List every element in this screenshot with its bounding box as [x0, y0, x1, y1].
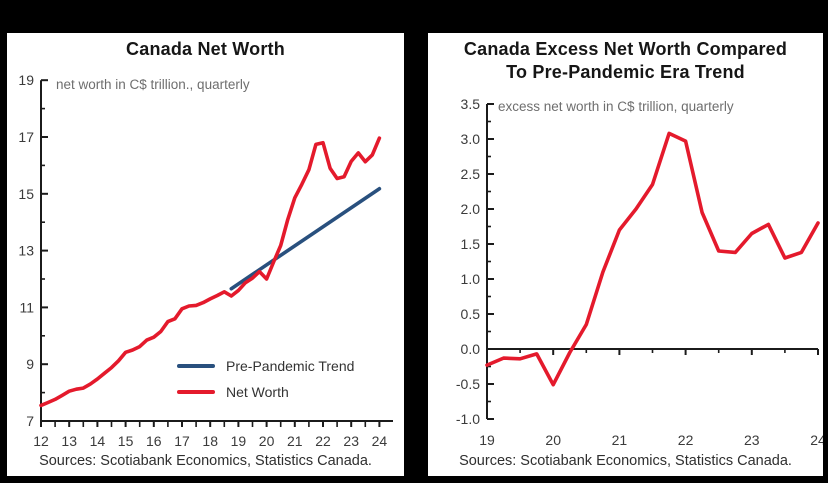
svg-text:1.0: 1.0: [461, 271, 481, 287]
svg-text:22: 22: [315, 433, 331, 449]
chart-title-line: Canada Excess Net Worth Compared: [463, 39, 788, 59]
chart-divider-bar: [404, 33, 428, 483]
svg-text:22: 22: [678, 432, 694, 448]
chart-title-line: To Pre-Pandemic Era Trend: [506, 62, 745, 82]
svg-text:12: 12: [33, 433, 49, 449]
svg-text:21: 21: [287, 433, 303, 449]
right-frame-bar: [823, 33, 828, 483]
svg-text:15: 15: [118, 433, 134, 449]
svg-text:20: 20: [259, 433, 275, 449]
svg-text:-1.0: -1.0: [456, 411, 480, 427]
svg-text:16: 16: [146, 433, 162, 449]
excess-net-worth-chart: Canada Excess Net Worth Compared To Pre-…: [428, 33, 823, 476]
svg-text:3.0: 3.0: [461, 131, 481, 147]
svg-text:0.5: 0.5: [461, 306, 481, 322]
svg-text:-0.5: -0.5: [456, 376, 480, 392]
svg-text:24: 24: [810, 432, 823, 448]
sources-note: Sources: Scotiabank Economics, Statistic…: [39, 453, 372, 469]
svg-text:2.0: 2.0: [461, 201, 481, 217]
svg-text:13: 13: [61, 433, 77, 449]
chart-title: Canada Excess Net Worth Compared To Pre-…: [428, 38, 823, 84]
net-worth-chart: Canada Net Worth net worth in C$ trillio…: [7, 33, 404, 476]
svg-text:9: 9: [26, 356, 34, 372]
excess-net-worth-plot: 3.5 3.0 2.5 2.0 1.5 1.0 0.5 0.0 -0.5 -1.0 19 20 21 22…: [456, 96, 823, 448]
svg-text:0.0: 0.0: [461, 341, 481, 357]
svg-text:18: 18: [202, 433, 218, 449]
trend-line-swatch: [177, 364, 215, 368]
svg-text:11: 11: [19, 299, 34, 315]
top-frame-bar: [0, 0, 828, 33]
svg-text:23: 23: [343, 433, 359, 449]
svg-text:24: 24: [372, 433, 388, 449]
net-worth-line-swatch: [177, 390, 215, 394]
svg-text:19: 19: [479, 432, 495, 448]
svg-text:14: 14: [90, 433, 106, 449]
sources-note: Sources: Scotiabank Economics, Statistic…: [459, 453, 792, 469]
svg-text:15: 15: [18, 186, 34, 202]
left-frame-bar: [0, 33, 7, 483]
chart-title: Canada Net Worth: [7, 38, 404, 61]
legend-label: Pre-Pandemic Trend: [226, 358, 355, 374]
chart-title-line: Canada Net Worth: [126, 39, 285, 59]
svg-text:1.5: 1.5: [461, 236, 481, 252]
legend-item-trend: Pre-Pandemic Trend: [177, 353, 354, 379]
svg-text:19: 19: [231, 433, 247, 449]
svg-text:2.5: 2.5: [461, 166, 481, 182]
chart-subtitle: excess net worth in C$ trillion, quarter…: [498, 99, 734, 114]
legend-item-net-worth: Net Worth: [177, 379, 354, 405]
legend: Pre-Pandemic Trend Net Worth: [177, 353, 354, 405]
svg-text:3.5: 3.5: [461, 96, 481, 112]
legend-label: Net Worth: [226, 384, 289, 400]
svg-text:23: 23: [744, 432, 760, 448]
svg-text:7: 7: [26, 413, 34, 429]
svg-text:21: 21: [612, 432, 628, 448]
svg-text:17: 17: [18, 129, 34, 145]
svg-text:19: 19: [18, 72, 34, 88]
net-worth-plot: 19 17 15 13 11 9 7 12 13 14 15 16 17 18 19 20 21 22 23 24: [18, 72, 393, 449]
svg-text:20: 20: [545, 432, 561, 448]
bottom-frame-bar: [0, 476, 828, 483]
svg-text:17: 17: [174, 433, 190, 449]
svg-text:13: 13: [18, 243, 34, 259]
chart-subtitle: net worth in C$ trillion., quarterly: [56, 77, 250, 92]
